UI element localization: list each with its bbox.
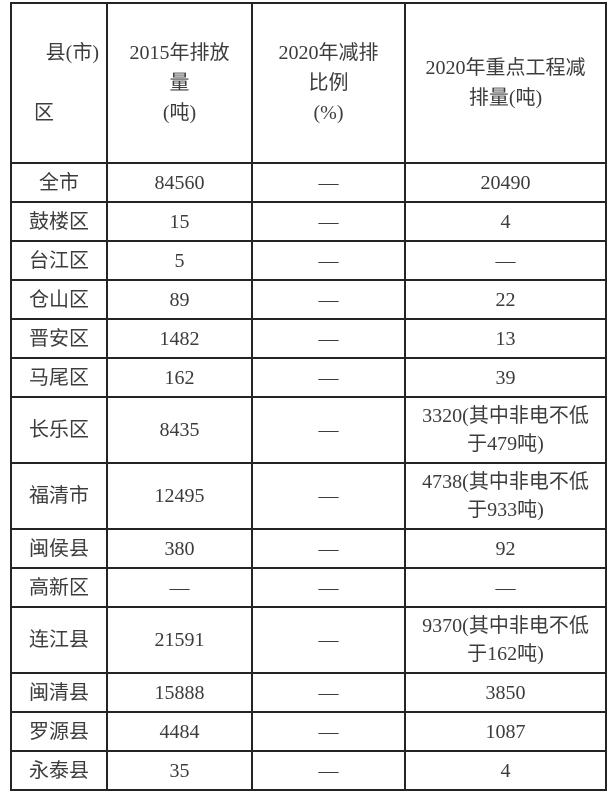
column-header-emission-2015: 2015年排放 量 (吨) [106, 2, 253, 164]
cell-reduction-ratio-2020-pct: — [251, 672, 406, 713]
table-row: 鼓楼区 15—4 [10, 201, 607, 242]
cell-reduction-ratio-2020-pct: — [251, 162, 406, 203]
cell-key-project-reduction-2020-tons: — [404, 240, 607, 281]
table-row: 马尾区 162—39 [10, 357, 607, 398]
cell-key-project-reduction-2020-tons: 3320(其中非电不低 于479吨) [404, 396, 607, 464]
cell-emission-2015-tons: 84560 [106, 162, 253, 203]
table-row: 永泰县 35—4 [10, 750, 607, 791]
cell-emission-2015-tons: 1482 [106, 318, 253, 359]
cell-reduction-ratio-2020-pct: — [251, 279, 406, 320]
cell-emission-2015-tons: — [106, 567, 253, 608]
emission-reduction-table: 县(市) 区 2015年排放 量 (吨) 2020年减排 比例 (%) 2020… [10, 2, 607, 791]
column-header-key-project-reduction-2020: 2020年重点工程减 排量(吨) [404, 2, 607, 164]
table-row: 长乐区 8435—3320(其中非电不低 于479吨) [10, 396, 607, 464]
column-header-region-line1: 县(市) [45, 42, 99, 64]
cell-emission-2015-tons: 15 [106, 201, 253, 242]
table-row: 仓山区 89—22 [10, 279, 607, 320]
table-row: 闽清县 15888—3850 [10, 672, 607, 713]
table-header: 县(市) 区 2015年排放 量 (吨) 2020年减排 比例 (%) 2020… [10, 2, 607, 164]
cell-emission-2015-tons: 15888 [106, 672, 253, 713]
cell-emission-2015-tons: 8435 [106, 396, 253, 464]
cell-key-project-reduction-2020-tons: 4738(其中非电不低 于933吨) [404, 462, 607, 530]
cell-key-project-reduction-2020-tons: 3850 [404, 672, 607, 713]
table-row: 连江县 21591—9370(其中非电不低 于162吨) [10, 606, 607, 674]
cell-emission-2015-tons: 380 [106, 528, 253, 569]
document-page: 县(市) 区 2015年排放 量 (吨) 2020年减排 比例 (%) 2020… [10, 2, 607, 791]
cell-region: 长乐区 [10, 396, 108, 464]
cell-region: 高新区 [10, 567, 108, 608]
cell-region: 全市 [10, 162, 108, 203]
cell-reduction-ratio-2020-pct: — [251, 201, 406, 242]
cell-key-project-reduction-2020-tons: 9370(其中非电不低 于162吨) [404, 606, 607, 674]
cell-key-project-reduction-2020-tons: 20490 [404, 162, 607, 203]
cell-emission-2015-tons: 162 [106, 357, 253, 398]
cell-region: 马尾区 [10, 357, 108, 398]
cell-reduction-ratio-2020-pct: — [251, 567, 406, 608]
table-row: 福清市 12495—4738(其中非电不低 于933吨) [10, 462, 607, 530]
cell-key-project-reduction-2020-tons: 92 [404, 528, 607, 569]
cell-region: 闽侯县 [10, 528, 108, 569]
cell-key-project-reduction-2020-tons: 4 [404, 201, 607, 242]
cell-region: 连江县 [10, 606, 108, 674]
cell-key-project-reduction-2020-tons: 22 [404, 279, 607, 320]
cell-reduction-ratio-2020-pct: — [251, 528, 406, 569]
cell-reduction-ratio-2020-pct: — [251, 711, 406, 752]
cell-region: 仓山区 [10, 279, 108, 320]
table-body: 全市 84560—20490 鼓楼区 15—4 台江区 5— — 仓山区 89—22 晋安区 148… [10, 162, 607, 791]
table-row: 罗源县 4484—1087 [10, 711, 607, 752]
cell-reduction-ratio-2020-pct: — [251, 606, 406, 674]
cell-region: 鼓楼区 [10, 201, 108, 242]
header-row: 县(市) 区 2015年排放 量 (吨) 2020年减排 比例 (%) 2020… [10, 2, 607, 164]
cell-emission-2015-tons: 12495 [106, 462, 253, 530]
table-row: 晋安区 1482—13 [10, 318, 607, 359]
table-row: 高新区 — — — [10, 567, 607, 608]
cell-region: 台江区 [10, 240, 108, 281]
cell-region: 永泰县 [10, 750, 108, 791]
cell-emission-2015-tons: 4484 [106, 711, 253, 752]
cell-emission-2015-tons: 35 [106, 750, 253, 791]
table-row: 全市 84560—20490 [10, 162, 607, 203]
cell-reduction-ratio-2020-pct: — [251, 240, 406, 281]
cell-emission-2015-tons: 21591 [106, 606, 253, 674]
cell-key-project-reduction-2020-tons: 13 [404, 318, 607, 359]
cell-reduction-ratio-2020-pct: — [251, 357, 406, 398]
table-row: 台江区 5— — [10, 240, 607, 281]
cell-reduction-ratio-2020-pct: — [251, 462, 406, 530]
cell-reduction-ratio-2020-pct: — [251, 318, 406, 359]
cell-emission-2015-tons: 89 [106, 279, 253, 320]
cell-reduction-ratio-2020-pct: — [251, 396, 406, 464]
cell-key-project-reduction-2020-tons: 39 [404, 357, 607, 398]
cell-region: 福清市 [10, 462, 108, 530]
cell-region: 罗源县 [10, 711, 108, 752]
column-header-reduction-ratio-2020: 2020年减排 比例 (%) [251, 2, 406, 164]
cell-emission-2015-tons: 5 [106, 240, 253, 281]
cell-region: 闽清县 [10, 672, 108, 713]
table-row: 闽侯县 380—92 [10, 528, 607, 569]
cell-key-project-reduction-2020-tons: 4 [404, 750, 607, 791]
column-header-region-line2: 区 [34, 102, 54, 124]
cell-region: 晋安区 [10, 318, 108, 359]
column-header-region: 县(市) 区 [10, 2, 108, 164]
cell-key-project-reduction-2020-tons: — [404, 567, 607, 608]
cell-key-project-reduction-2020-tons: 1087 [404, 711, 607, 752]
cell-reduction-ratio-2020-pct: — [251, 750, 406, 791]
